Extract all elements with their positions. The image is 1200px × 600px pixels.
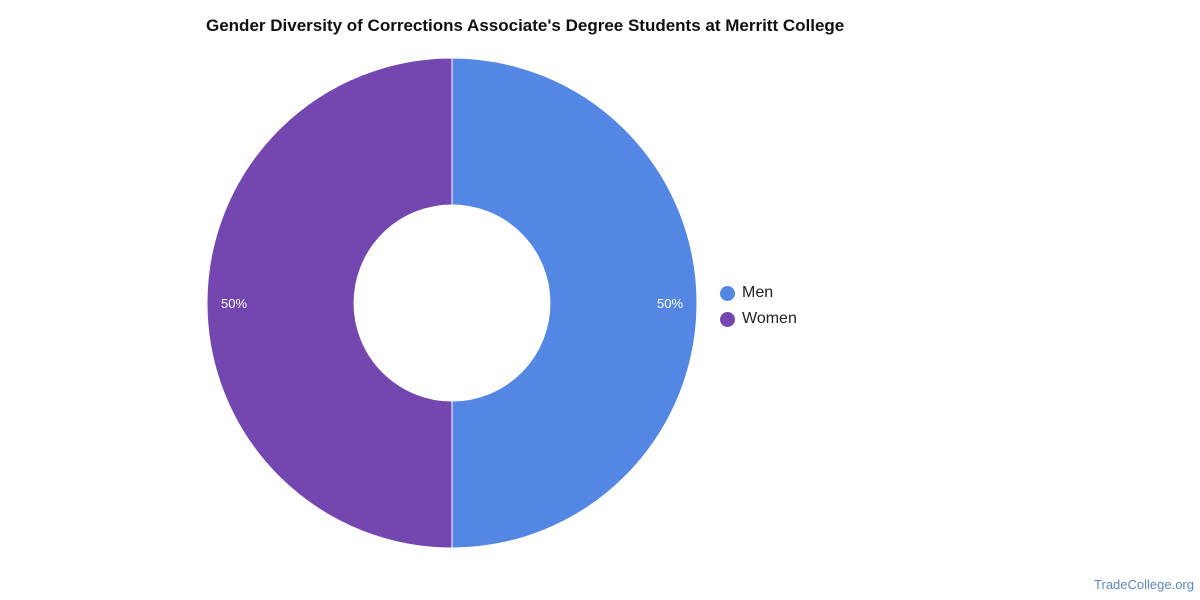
- legend: Men Women: [720, 280, 797, 332]
- legend-swatch-men: [720, 285, 735, 301]
- source-credit[interactable]: TradeCollege.org: [1094, 577, 1194, 592]
- legend-item-men[interactable]: Men: [720, 280, 797, 306]
- legend-label-women: Women: [742, 310, 797, 327]
- donut-slice-women[interactable]: [206, 57, 453, 549]
- chart-title: Gender Diversity of Corrections Associat…: [206, 16, 845, 35]
- slice-label-women: 50%: [221, 296, 247, 311]
- slice-label-men: 50%: [657, 296, 683, 311]
- legend-item-women[interactable]: Women: [720, 306, 797, 332]
- legend-label-men: Men: [742, 284, 774, 301]
- donut-slice-men[interactable]: [451, 57, 698, 549]
- legend-swatch-women: [720, 311, 735, 327]
